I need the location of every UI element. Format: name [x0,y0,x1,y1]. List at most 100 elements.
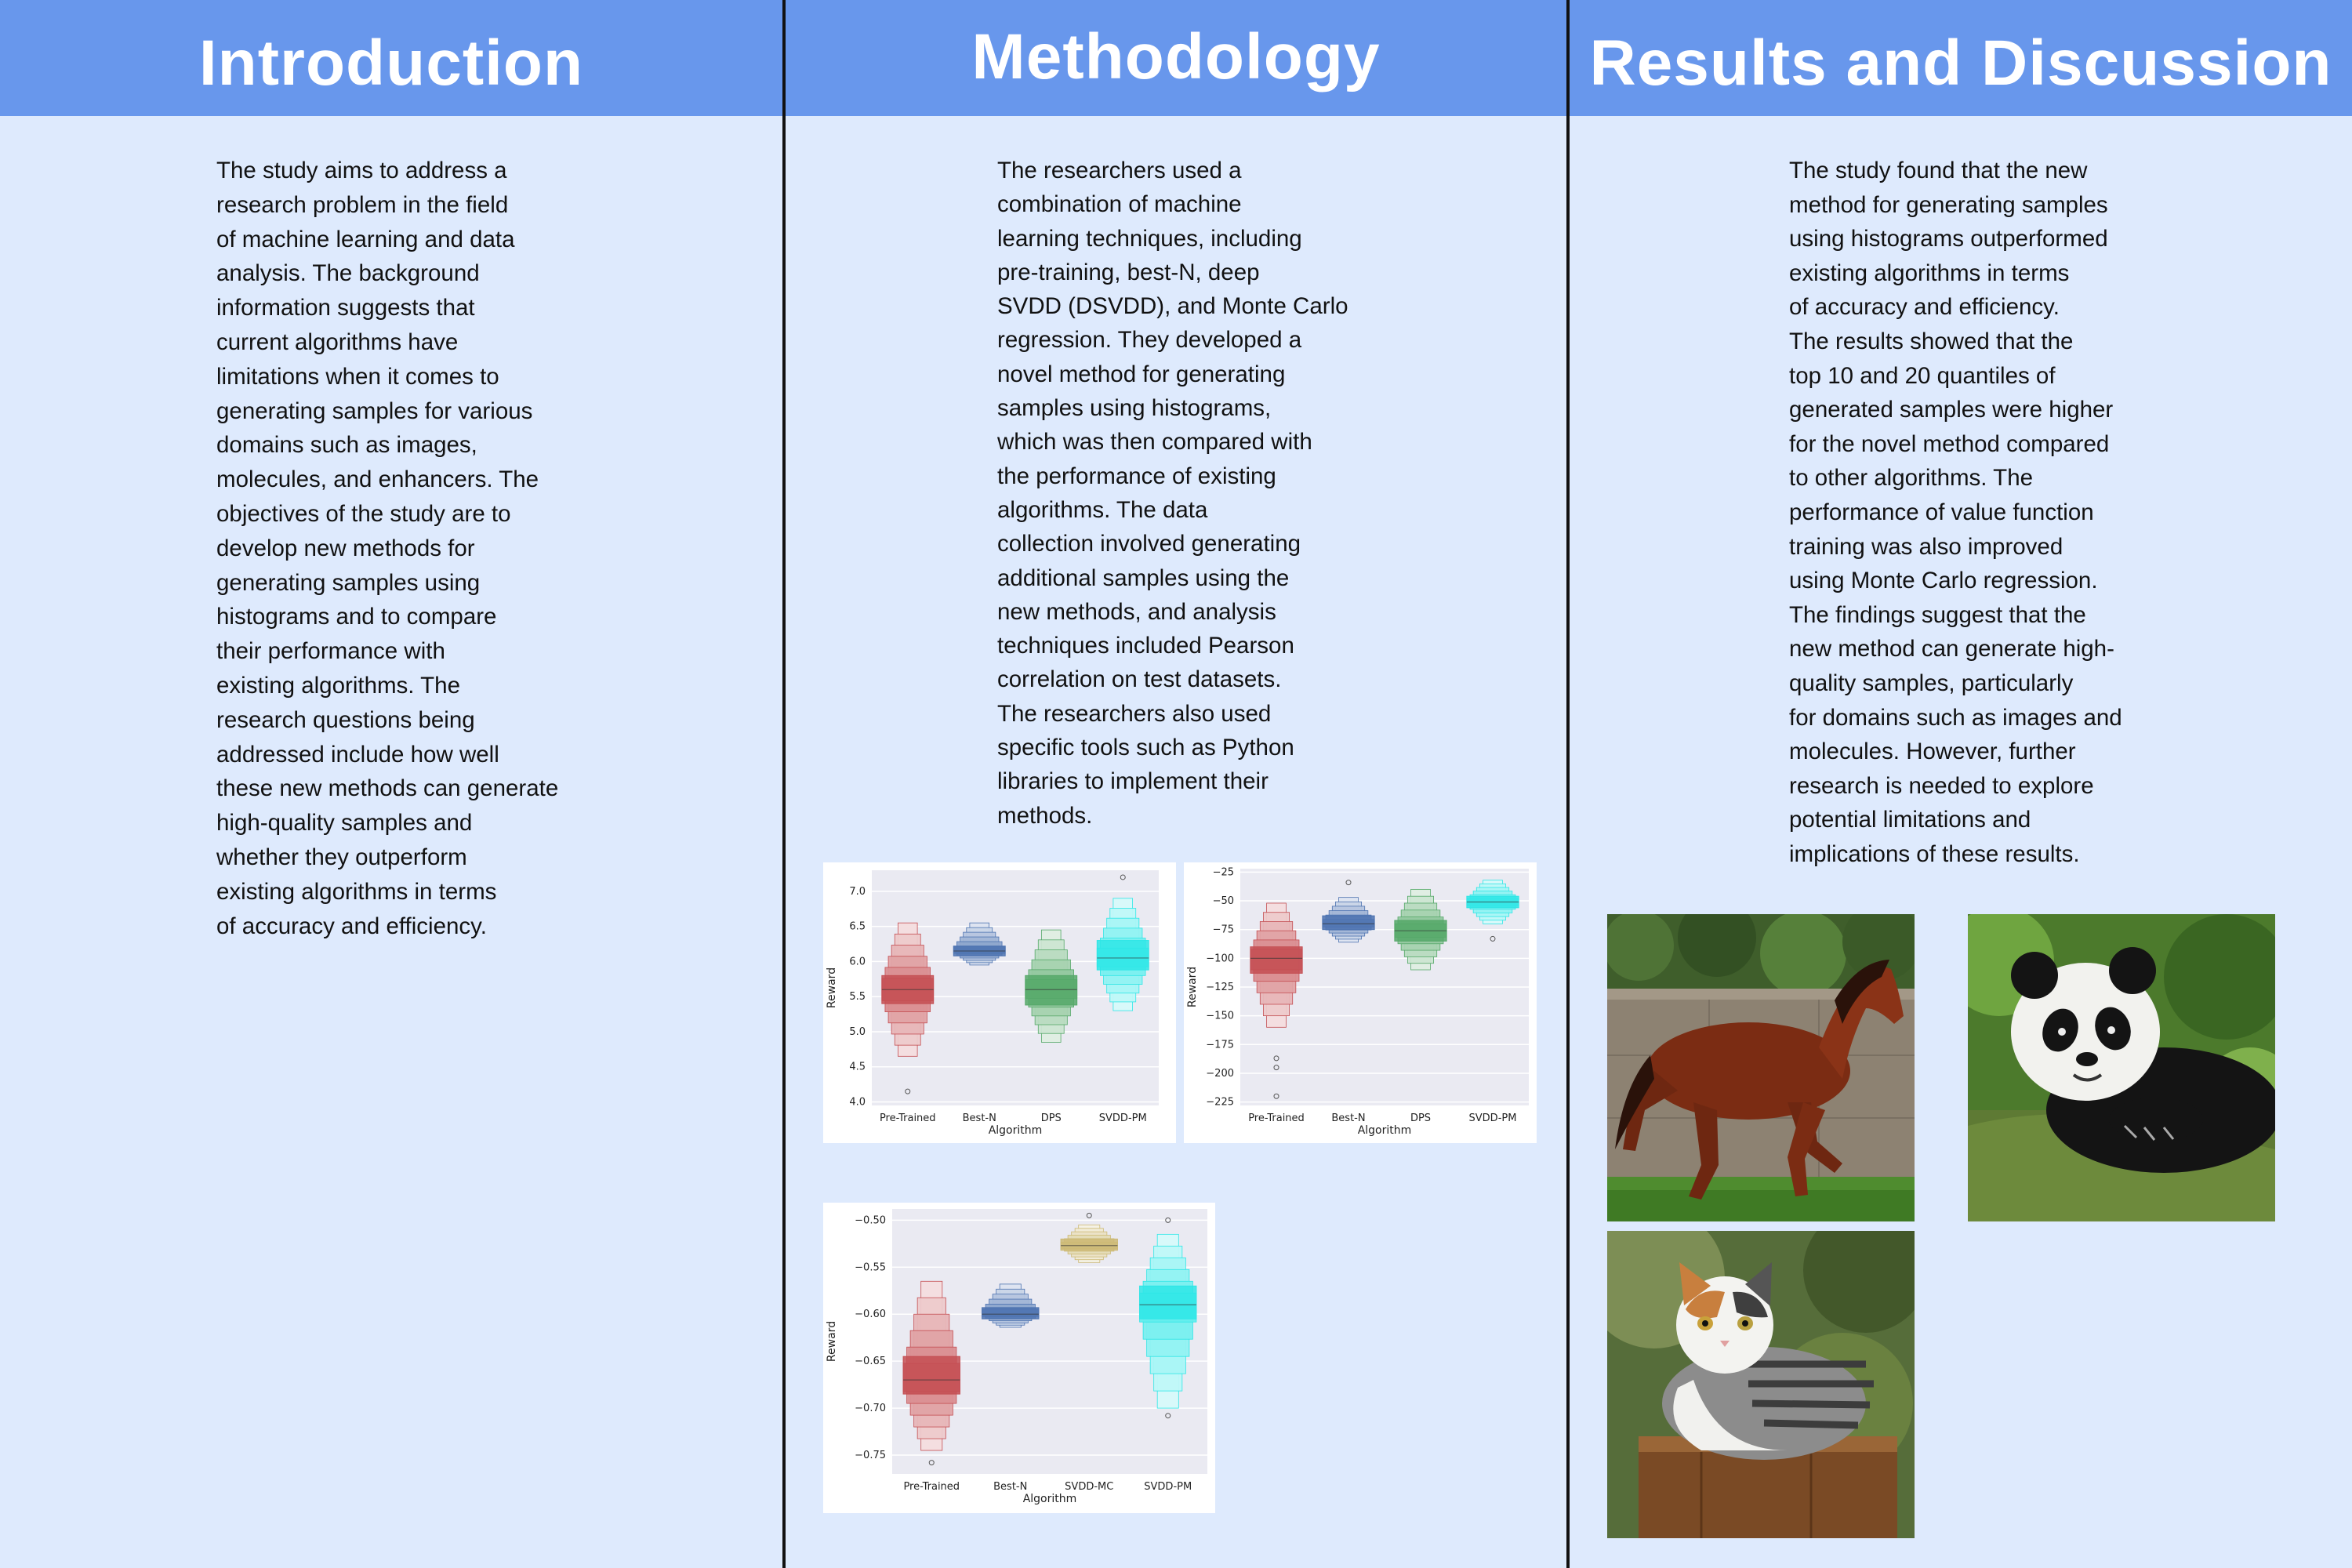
y-tick-label: 4.0 [849,1097,866,1109]
outlier-point [1490,935,1496,942]
intro-text-line: domains such as images, [216,432,477,459]
y-tick-label: −0.55 [855,1261,886,1273]
y-tick-label: −0.70 [855,1403,886,1414]
outlier-point [1165,1413,1171,1419]
methods-text-line: samples using histograms, [997,395,1272,422]
y-tick-label: −25 [1213,866,1234,878]
y-tick-label: −75 [1213,924,1234,936]
methods-text-line: The researchers also used [997,700,1272,727]
intro-text-line: information suggests that [216,295,475,321]
outlier-point [1345,880,1352,886]
x-tick-label: Best-N [1331,1112,1365,1124]
results-text-line: of accuracy and efficiency. [1789,294,2060,321]
x-tick-label: Best-N [963,1112,996,1124]
boxen-plot-3: −0.75 −0.70 −0.65 −0.60 −0.55 −0.50 Pre-Traine… [823,1203,1215,1513]
intro-text-line: whether they outperform [216,844,467,870]
boxen-plot-1-svg: 4.0 4.5 5.0 5.5 6.0 6.5 7.0 Pre-Trained Best-N DP… [826,870,1159,1137]
boxen-plot-1: 4.0 4.5 5.0 5.5 6.0 6.5 7.0 Pre-Trained Best-N DP… [823,862,1176,1143]
y-tick-label: −200 [1206,1068,1234,1080]
x-tick-label: SVDD-MC [1065,1481,1113,1493]
methods-text-line: algorithms. The data [997,496,1208,523]
methods-text-line: correlation on test datasets. [997,666,1282,693]
intro-text-line: these new methods can generate [216,775,559,802]
intro-text-line: analysis. The background [216,260,480,287]
outlier-point [905,1088,911,1094]
x-tick-label: DPS [1041,1112,1062,1124]
panda-photo [1968,914,2275,1221]
intro-text-line: existing algorithms. The [216,672,460,699]
results-text-line: top 10 and 20 quantiles of [1789,362,2056,389]
y-tick-label: −225 [1206,1097,1234,1109]
results-text-line: using Monte Carlo regression. [1789,568,2098,594]
methods-text-line: regression. They developed a [997,327,1302,354]
box-iqr [1250,946,1303,974]
intro-text-line: develop new methods for [216,535,475,561]
introduction-text: The study aims to address a research prob… [216,154,558,943]
methods-text-line: collection involved generating [997,531,1301,557]
box-iqr [1025,975,1078,1006]
results-text-line: for the novel method compared [1789,430,2110,457]
intro-text-line: generating samples for various [216,397,533,424]
results-text-line: molecules. However, further [1789,739,2076,765]
results-text-line: performance of value function [1789,499,2094,525]
methods-text-line: The researchers used a [997,158,1242,183]
y-tick-label: 5.0 [849,1026,866,1038]
methodology-column: Methodology The researchers used a combin… [786,0,1566,1568]
results-text-line: training was also improved [1789,533,2063,560]
results-text-line: using histograms outperformed [1789,226,2108,252]
box-iqr [982,1307,1040,1319]
y-tick-label: −50 [1213,895,1234,907]
introduction-header: Introduction [0,0,782,116]
methods-text-line: methods. [997,802,1093,829]
y-axis-label: Reward [1186,967,1199,1007]
box-iqr [902,1356,960,1395]
results-text-line: for domains such as images and [1789,704,2122,731]
results-text-line: new method can generate high- [1789,636,2114,662]
results-text-line: method for generating samples [1789,191,2108,218]
results-text-line: implications of these results. [1789,840,2080,867]
intro-text-line: of machine learning and data [216,226,515,252]
methods-text-line: techniques included Pearson [997,633,1294,659]
outlier-point [1273,1093,1279,1099]
x-tick-label: SVDD-PM [1469,1112,1517,1124]
box-iqr [1096,940,1149,971]
x-tick-label: Best-N [993,1481,1027,1493]
introduction-title: Introduction [198,27,584,99]
box-iqr [1322,915,1375,931]
x-axis-label: Algorithm [1023,1493,1077,1505]
methods-text-line: new methods, and analysis [997,598,1276,625]
y-tick-label: −0.75 [855,1450,886,1461]
y-tick-label: 6.0 [849,956,866,967]
y-tick-label: −100 [1206,953,1234,964]
x-tick-label: Pre-Trained [1248,1112,1305,1124]
column-divider-1 [782,0,786,1568]
boxen-plot-2: −225 −200 −175 −150 −125 −100 −75 −50 −25 Pre-Tra… [1184,862,1537,1143]
boxen-plot-2-svg: −225 −200 −175 −150 −125 −100 −75 −50 −25 Pre-Tra… [1186,866,1529,1137]
results-title: Results and Discussion [1589,27,2332,99]
results-text-line: The results showed that the [1789,328,2074,354]
methods-text-line: libraries to implement their [997,768,1269,795]
y-tick-label: 6.5 [849,921,866,933]
y-tick-label: −125 [1206,982,1234,993]
results-text-line: generated samples were higher [1789,397,2114,423]
methods-text-line: specific tools such as Python [997,735,1294,761]
y-tick-label: −0.50 [855,1214,886,1226]
results-header: Results and Discussion [1570,0,2352,116]
x-axis-label: Algorithm [1358,1124,1412,1137]
y-tick-label: −0.65 [855,1356,886,1367]
x-axis-label: Algorithm [989,1124,1043,1137]
cat-photo [1607,1231,1915,1538]
column-divider-2 [1566,0,1570,1568]
intro-text-line: of accuracy and efficiency. [216,913,487,939]
methodology-header: Methodology [786,0,1566,116]
intro-text-line: histograms and to compare [216,604,497,630]
intro-text-line: objectives of the study are to [216,500,511,527]
intro-text-line: molecules, and enhancers. The [216,466,539,493]
results-text-line: to other algorithms. The [1789,465,2034,492]
methods-text-line: additional samples using the [997,564,1290,591]
intro-text-line: current algorithms have [216,328,459,355]
methods-text-line: learning techniques, including [997,225,1302,252]
y-axis-label: Reward [826,967,838,1008]
y-tick-label: 7.0 [849,886,866,898]
